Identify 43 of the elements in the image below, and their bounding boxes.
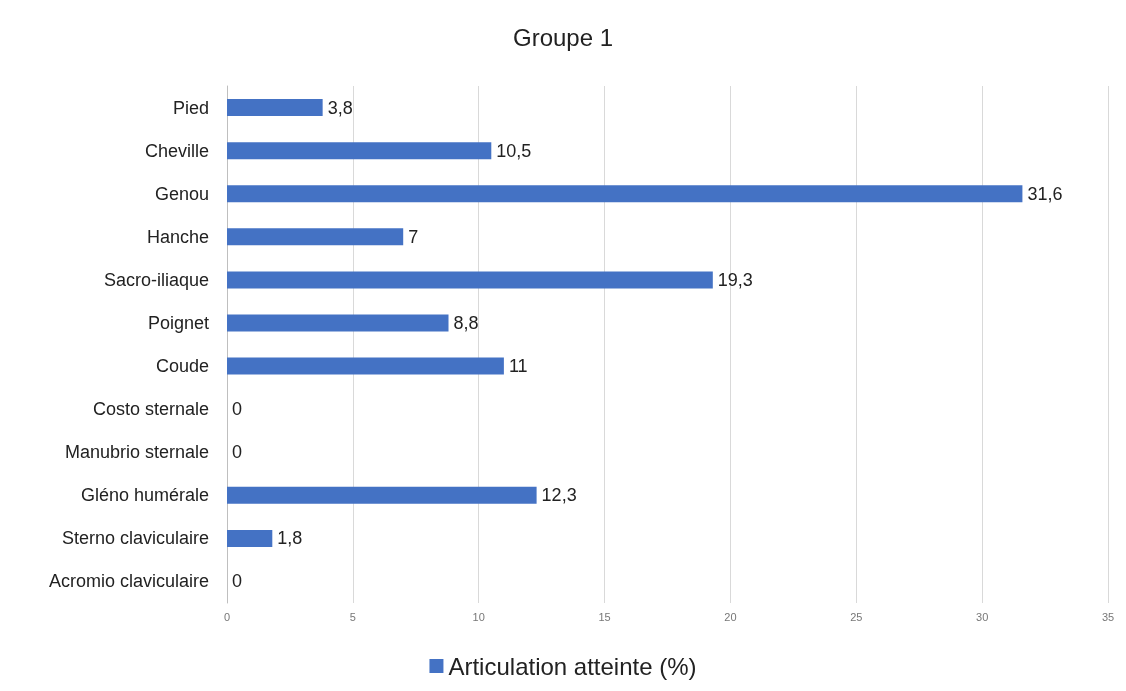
y-tick-label: Hanche	[146, 226, 209, 247]
bar	[227, 228, 404, 246]
y-tick-label: Sacro-iliaque	[103, 269, 209, 290]
data-label: 3,8	[327, 97, 353, 118]
bar	[227, 271, 713, 289]
y-tick-label: Pied	[172, 97, 209, 118]
y-tick-label: Poignet	[147, 312, 209, 333]
y-tick-label: Manubrio sternale	[64, 442, 209, 463]
x-tick-label: 35	[1101, 610, 1115, 623]
data-label: 31,6	[1027, 183, 1063, 204]
x-tick-label: 30	[976, 610, 989, 623]
bar	[227, 142, 492, 160]
data-label: 19,3	[717, 269, 753, 290]
data-label: 0	[232, 442, 243, 463]
bar	[227, 99, 323, 117]
bar	[227, 529, 273, 547]
y-tick-label: Sterno claviculaire	[61, 528, 209, 549]
data-label: 11	[508, 356, 528, 377]
x-tick-label: 10	[472, 610, 485, 623]
bar	[227, 314, 449, 332]
bar	[227, 185, 1023, 203]
data-label: 0	[232, 399, 243, 420]
y-tick-label: Genou	[154, 183, 209, 204]
x-tick-label: 15	[598, 610, 611, 623]
chart-title: Groupe 1	[512, 23, 614, 51]
y-tick-label: Gléno humérale	[80, 485, 209, 506]
data-label: 12,3	[541, 485, 577, 506]
y-tick-label: Acromio claviculaire	[48, 571, 209, 592]
data-label: 10,5	[496, 140, 532, 161]
x-tick-label: 25	[850, 610, 863, 623]
y-tick-label: Cheville	[144, 140, 209, 161]
x-tick-label: 20	[724, 610, 737, 623]
y-tick-label: Coude	[155, 356, 209, 377]
data-label: 8,8	[453, 312, 479, 333]
bar	[227, 357, 504, 375]
legend-label: Articulation atteinte (%)	[448, 652, 697, 680]
data-label: 7	[408, 226, 419, 247]
x-tick-label: 5	[349, 610, 356, 623]
y-tick-label: Costo sternale	[92, 399, 209, 420]
x-tick-label: 0	[223, 610, 231, 623]
bar	[227, 486, 537, 504]
data-label: 1,8	[277, 528, 303, 549]
data-label: 0	[232, 571, 243, 592]
